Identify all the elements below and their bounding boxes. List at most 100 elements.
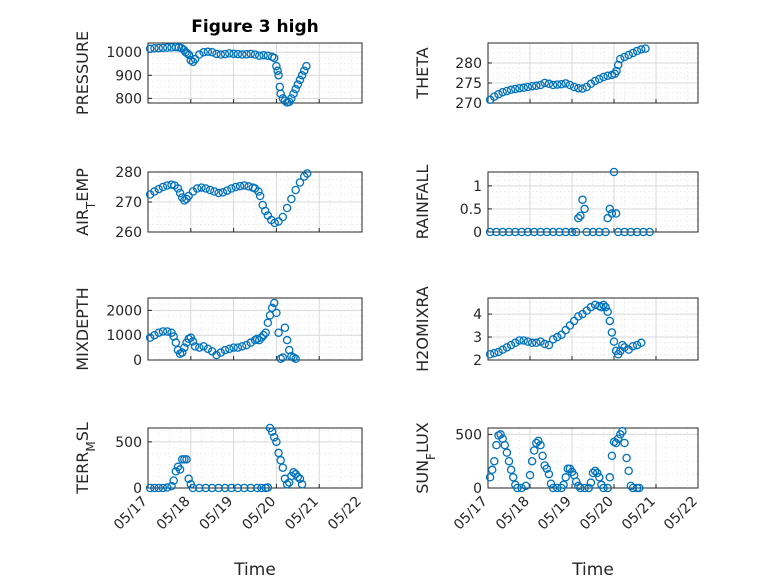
- data-point: [576, 483, 585, 493]
- data-point: [302, 61, 311, 71]
- data-point: [605, 316, 615, 326]
- data-point: [158, 327, 168, 336]
- data-point: [195, 343, 204, 352]
- data-point: [590, 76, 600, 86]
- y-tick-label: 0: [473, 225, 482, 241]
- data-point: [639, 227, 648, 237]
- data-point: [214, 483, 223, 493]
- data-point: [257, 333, 266, 342]
- data-point: [274, 448, 283, 458]
- data-point: [195, 483, 204, 493]
- x-tick-label: 05/21: [282, 494, 322, 534]
- data-point: [584, 483, 594, 493]
- data-point: [267, 427, 277, 436]
- data-point: [527, 81, 537, 91]
- x-tick-label: 05/20: [239, 494, 279, 534]
- data-point: [601, 302, 610, 312]
- data-point: [158, 182, 168, 192]
- data-point: [278, 212, 288, 222]
- data-point: [611, 209, 621, 218]
- data-point: [628, 341, 638, 351]
- data-point: [548, 483, 558, 493]
- data-point: [150, 483, 159, 493]
- data-point: [485, 350, 495, 359]
- data-point: [270, 298, 279, 308]
- y-axis-label: SUNFLUX: [413, 422, 438, 494]
- data-point: [599, 300, 608, 310]
- x-tick-label: 05/21: [619, 494, 659, 534]
- data-point: [227, 184, 236, 193]
- data-point: [498, 345, 507, 354]
- y-tick-label: 280: [455, 56, 482, 72]
- data-point: [280, 323, 290, 333]
- y-tick-label: 0: [133, 353, 142, 369]
- data-point: [291, 185, 300, 195]
- y-axis-label: AIRTEMP: [73, 168, 98, 236]
- data-point: [595, 227, 604, 237]
- data-point: [218, 188, 228, 197]
- data-point: [492, 440, 501, 450]
- data-point: [578, 195, 587, 204]
- y-axis-label: TERRMSL: [73, 422, 98, 495]
- data-point: [580, 483, 589, 493]
- x-tick-label: 05/17: [451, 494, 491, 534]
- data-point: [525, 470, 535, 480]
- data-point: [548, 335, 558, 344]
- data-point: [557, 79, 566, 89]
- data-point: [620, 438, 629, 448]
- data-point: [624, 466, 633, 476]
- data-point: [233, 343, 243, 352]
- data-point: [632, 340, 642, 350]
- data-point: [574, 83, 583, 93]
- data-point: [519, 83, 528, 93]
- data-point: [578, 84, 587, 93]
- data-point: [527, 456, 537, 466]
- data-point: [171, 42, 181, 52]
- data-point: [601, 227, 610, 237]
- data-point: [272, 61, 281, 71]
- data-point: [246, 49, 255, 59]
- data-point: [207, 47, 217, 57]
- data-point: [255, 335, 264, 345]
- data-point: [586, 478, 596, 487]
- data-point: [618, 340, 627, 350]
- data-point: [576, 211, 585, 221]
- data-point: [506, 465, 516, 475]
- data-point: [246, 338, 255, 347]
- data-point: [527, 338, 537, 348]
- data-point: [270, 432, 279, 442]
- data-point: [504, 227, 514, 237]
- data-point: [154, 184, 163, 194]
- data-point: [171, 467, 181, 476]
- data-point: [502, 448, 512, 457]
- data-point: [233, 49, 243, 59]
- data-point: [605, 473, 615, 482]
- data-point: [190, 342, 200, 351]
- data-point: [628, 483, 638, 493]
- data-point: [261, 206, 270, 216]
- data-point: [203, 344, 213, 354]
- y-tick-label: 1000: [106, 45, 142, 61]
- data-point: [607, 209, 617, 218]
- data-point: [485, 227, 495, 237]
- data-point: [299, 66, 309, 75]
- data-point: [544, 469, 554, 479]
- data-point: [571, 227, 581, 237]
- data-point: [519, 336, 528, 345]
- x-axis-label: Time: [233, 560, 276, 580]
- data-point: [171, 338, 181, 347]
- y-tick-label: 270: [455, 96, 482, 112]
- data-point: [532, 81, 541, 91]
- data-point: [515, 83, 524, 93]
- data-point: [163, 483, 172, 492]
- x-tick-label: 05/19: [197, 494, 237, 534]
- data-point: [186, 56, 196, 65]
- data-point: [261, 328, 270, 337]
- data-point: [588, 227, 598, 237]
- subplot-sun-flux: 0 500 05/17 05/18 05/19 05/20 05/21 05/22 Time SU…: [413, 422, 701, 580]
- axes-frame: [147, 297, 363, 361]
- y-tick-label: 2: [473, 353, 482, 369]
- data-point: [609, 167, 619, 177]
- data-point: [529, 446, 539, 455]
- data-point: [504, 456, 514, 466]
